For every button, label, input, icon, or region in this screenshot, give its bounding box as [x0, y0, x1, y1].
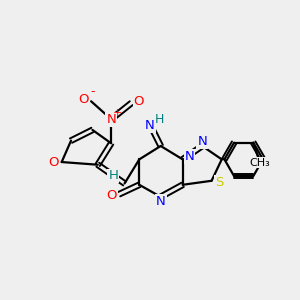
Text: N: N [145, 118, 155, 132]
Text: +: + [113, 108, 123, 118]
Text: H: H [108, 169, 118, 182]
Text: H: H [155, 113, 164, 126]
Text: N: N [106, 113, 116, 126]
Text: S: S [215, 176, 223, 189]
Text: O: O [78, 93, 89, 106]
Text: CH₃: CH₃ [249, 158, 270, 168]
Text: O: O [106, 189, 117, 202]
Text: -: - [91, 85, 95, 98]
Text: N: N [197, 136, 207, 148]
Text: N: N [156, 195, 166, 208]
Text: O: O [48, 155, 59, 169]
Text: O: O [134, 95, 144, 108]
Text: N: N [184, 150, 194, 163]
